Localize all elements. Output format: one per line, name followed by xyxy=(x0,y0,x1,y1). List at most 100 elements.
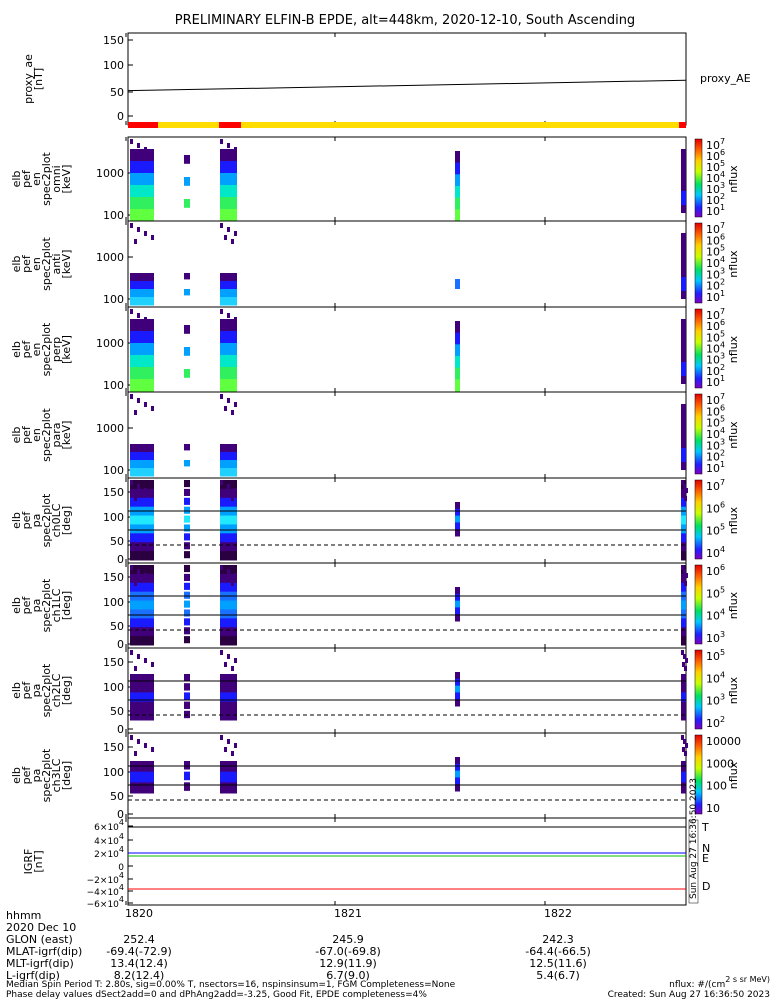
y-axis-label: pa xyxy=(30,769,43,783)
spectrogram-cell xyxy=(130,343,154,356)
y-axis-label: [deg] xyxy=(60,591,73,620)
colorbar xyxy=(694,649,703,730)
spectrogram-cell xyxy=(130,565,133,570)
spectrogram-cell xyxy=(184,289,190,296)
spectrogram-cell xyxy=(184,600,190,608)
y-axis-label: omni xyxy=(50,165,63,192)
y-tick-label: 150 xyxy=(103,741,124,754)
spectrogram-cell xyxy=(130,488,154,499)
spectrogram-cell xyxy=(130,701,154,712)
spectrogram-cell xyxy=(220,650,223,655)
spectrogram-cell xyxy=(130,650,133,655)
spectrogram-cell xyxy=(130,533,154,543)
spectrogram-cell xyxy=(227,143,230,148)
spectrogram-cell xyxy=(184,515,190,523)
y-tick-label: 1000 xyxy=(96,422,124,435)
y-tick-label: 100 xyxy=(103,766,124,779)
spectrogram-cell xyxy=(184,609,190,617)
spectrogram-cell xyxy=(227,569,230,574)
y-axis-label: [nT] xyxy=(32,850,45,872)
spectrogram-cell xyxy=(184,701,190,709)
spectrogram-cell xyxy=(684,666,687,671)
spectrogram-cell xyxy=(130,573,154,584)
y-tick-label: 100 xyxy=(103,464,124,477)
y-axis-label: [keV] xyxy=(60,335,73,364)
colorbar-tick-label: 102 xyxy=(706,715,725,730)
spectrogram-cell xyxy=(681,600,686,610)
y-axis-label: spec2plot xyxy=(40,493,53,547)
colorbar-tick-label: 10000 xyxy=(706,735,741,748)
spectrogram-cell xyxy=(220,771,237,783)
y-tick-label: 150 xyxy=(103,656,124,669)
spectrogram-cell xyxy=(184,460,190,467)
x-row-value: -67.0(-69.8) xyxy=(315,945,381,958)
spectrogram-cell xyxy=(184,565,190,573)
spectrogram-cell xyxy=(134,239,137,244)
spectrogram-cell xyxy=(220,355,237,368)
spectrogram-cell xyxy=(220,618,237,628)
spectrogram-cell xyxy=(231,410,234,415)
colorbar-tick-label: 104 xyxy=(706,670,725,685)
spectrogram-cell xyxy=(455,515,460,523)
panel-frame xyxy=(127,136,687,222)
spectrogram-cell xyxy=(681,674,686,684)
spectrogram-cell xyxy=(220,331,237,344)
spectrogram-cell xyxy=(130,355,154,368)
spectrogram-cell xyxy=(184,480,190,488)
colorbar-tick-label: 104 xyxy=(706,545,725,560)
y-axis-label: en xyxy=(30,257,43,271)
spectrogram-cell xyxy=(220,692,237,703)
y-axis-label: spec2plot xyxy=(40,237,53,291)
spectrogram-cell xyxy=(137,654,140,659)
spectrogram-cell xyxy=(184,542,190,550)
spectrogram-cell xyxy=(224,321,227,326)
y-tick-label: 100 xyxy=(103,596,124,609)
x-row-label: MLAT-igrf(dip) xyxy=(6,945,82,958)
spectrogram-cell xyxy=(224,577,227,582)
spectrogram-cell xyxy=(130,692,154,703)
y-tick-label: 150 xyxy=(103,571,124,584)
spectrogram-cell xyxy=(134,410,137,415)
y-tick-label: 1000 xyxy=(96,251,124,264)
x-row-label: L-igrf(dip) xyxy=(6,969,60,982)
spectrogram-cell xyxy=(184,591,190,599)
x-row-value: 5.4(6.7) xyxy=(536,969,580,982)
spectrogram-cell xyxy=(220,289,237,298)
spectrogram-cell xyxy=(130,444,154,453)
colorbar-tick-label: 101 xyxy=(706,203,725,218)
spectrogram-cell xyxy=(681,710,686,721)
spectrogram-cell xyxy=(681,650,684,655)
spectrogram-cell xyxy=(220,609,237,619)
x-row-label: GLON (east) xyxy=(6,933,73,946)
panel-frame xyxy=(127,32,687,126)
spectrogram-cell xyxy=(684,581,687,586)
spectrogram-cell xyxy=(220,185,237,198)
x-row-value: 8.2(12.4) xyxy=(114,969,165,982)
colorbar-tick-label: 105 xyxy=(706,648,725,663)
colorbar-label: nflux xyxy=(727,335,740,363)
spectrogram-cell xyxy=(184,771,190,781)
spectrogram-cell xyxy=(683,654,686,659)
spectrogram-cell xyxy=(130,468,154,477)
spectrogram-cell xyxy=(151,321,154,326)
spectrogram-cell xyxy=(130,480,154,490)
spectrogram-cell xyxy=(681,542,686,552)
y-tick-label: 100 xyxy=(103,59,124,72)
spectrogram-cell xyxy=(130,710,154,721)
spectrogram-cell xyxy=(220,480,223,485)
y-axis-label: IGRF xyxy=(22,849,35,875)
spectrogram-cell xyxy=(220,573,237,584)
colorbar xyxy=(694,138,703,218)
spectrogram-cell xyxy=(134,155,137,160)
panel-frame xyxy=(127,817,687,906)
spectrogram-cell xyxy=(130,636,154,646)
spectrogram-cell xyxy=(220,309,223,314)
spectrogram-cell xyxy=(227,227,230,232)
y-axis-label: ch3LC xyxy=(50,758,63,792)
spectrogram-cell xyxy=(234,317,237,322)
colorbar-tick-label: 103 xyxy=(706,693,725,708)
colorbar-tick-label: 106 xyxy=(706,563,725,578)
spectrogram-cell xyxy=(681,404,686,470)
spectrogram-cell xyxy=(151,662,154,667)
colorbar-label: nflux xyxy=(727,761,740,789)
